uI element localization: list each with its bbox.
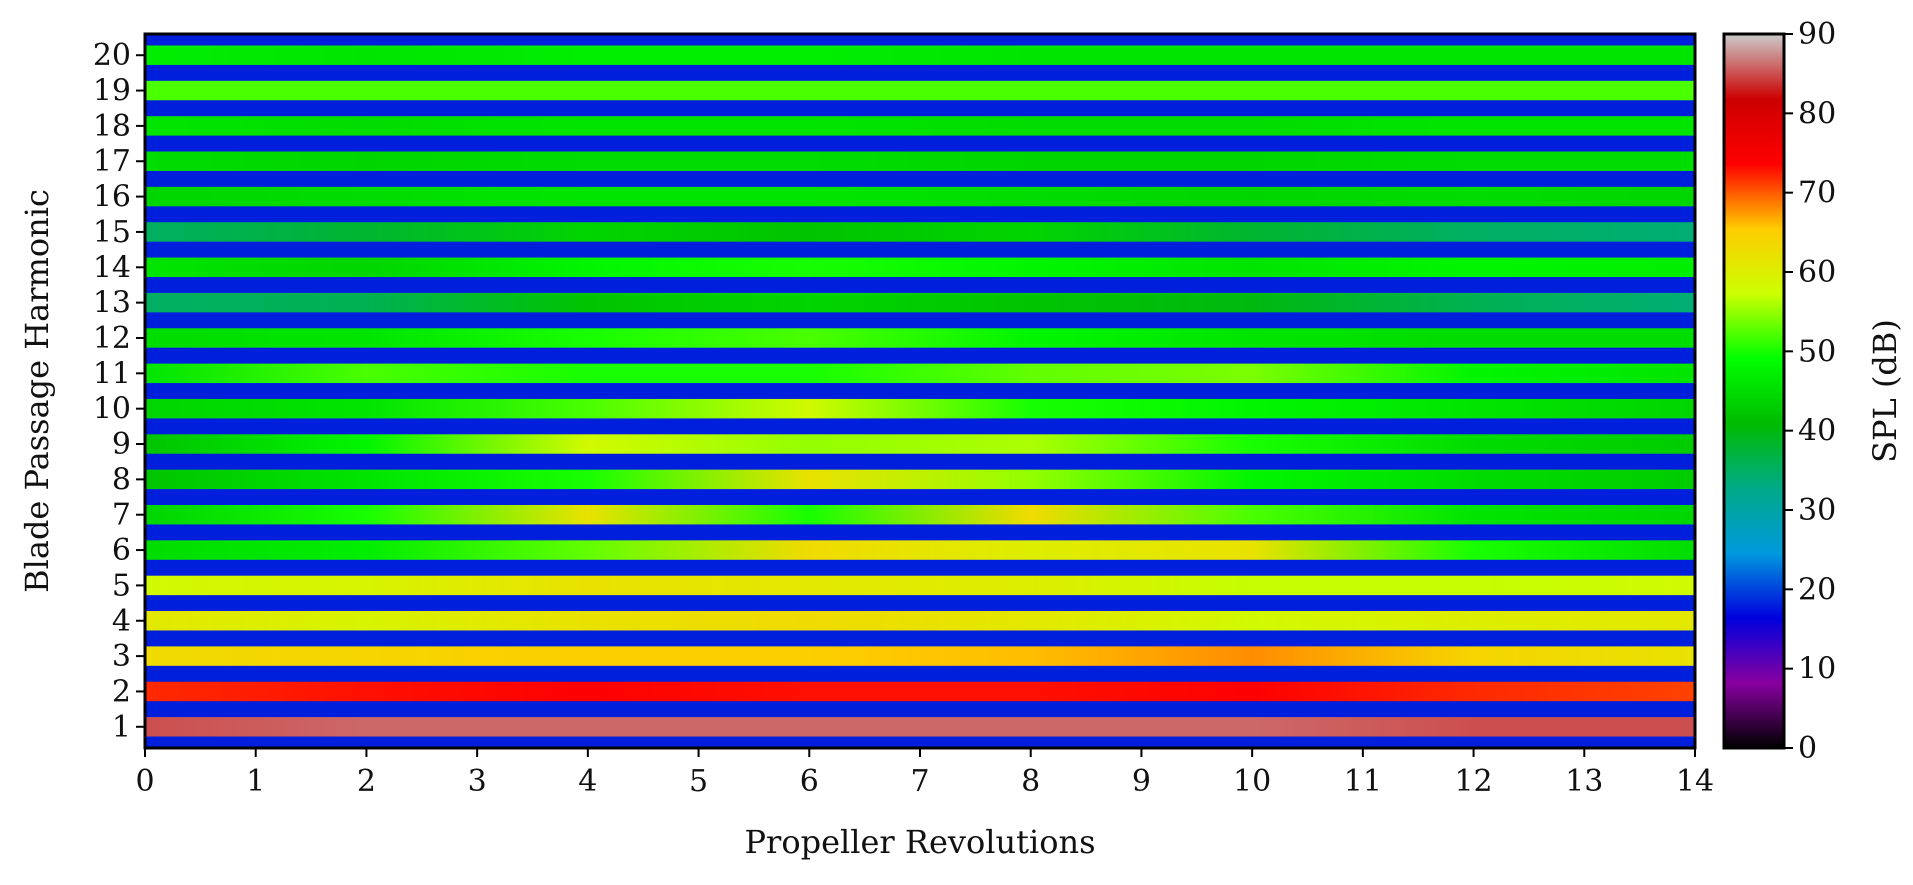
- harmonic-band-13: [145, 292, 1695, 313]
- harmonic-band-2: [145, 681, 1695, 702]
- harmonic-band-8: [145, 469, 1695, 490]
- x-axis-ticks: 0 1 2 3 4 5 6 7 8 9 10 11 12 13 14: [135, 748, 1714, 799]
- colorbar-tick-label: 50: [1798, 334, 1836, 369]
- harmonic-band-1: [145, 717, 1695, 737]
- y-tick-label: 9: [112, 427, 131, 462]
- x-tick-label: 0: [135, 764, 154, 799]
- y-tick-label: 3: [112, 639, 131, 674]
- harmonic-band-3: [145, 646, 1695, 666]
- colorbar-label: SPL (dB): [1866, 319, 1904, 463]
- harmonic-band-4: [145, 611, 1695, 631]
- x-tick-label: 3: [468, 764, 487, 799]
- x-tick-label: 1: [246, 764, 265, 799]
- harmonic-band-10: [145, 398, 1695, 419]
- x-tick-label: 11: [1344, 764, 1382, 799]
- x-tick-label: 14: [1676, 764, 1714, 799]
- harmonic-band-18: [145, 116, 1695, 136]
- y-tick-label: 5: [112, 568, 131, 603]
- x-tick-label: 10: [1233, 764, 1271, 799]
- x-tick-label: 6: [800, 764, 819, 799]
- colorbar-tick-label: 90: [1798, 17, 1836, 52]
- colorbar-tick-label: 30: [1798, 493, 1836, 528]
- colorbar-ticks: 0 10 20 30 40 50 60 70 80 90: [1784, 17, 1836, 766]
- y-tick-label: 13: [93, 286, 131, 321]
- y-tick-label: 18: [93, 109, 131, 144]
- colorbar-tick-label: 60: [1798, 255, 1836, 290]
- y-tick-label: 20: [93, 38, 131, 73]
- x-tick-label: 12: [1454, 764, 1492, 799]
- colorbar-tick-label: 20: [1798, 572, 1836, 607]
- colorbar-tick-label: 80: [1798, 96, 1836, 131]
- harmonic-band-11: [145, 363, 1695, 384]
- x-tick-label: 9: [1132, 764, 1151, 799]
- y-tick-label: 19: [93, 74, 131, 109]
- harmonic-band-20: [145, 45, 1695, 65]
- y-tick-label: 15: [93, 215, 131, 250]
- harmonic-band-9: [145, 434, 1695, 454]
- harmonic-band-16: [145, 186, 1695, 207]
- harmonic-band-19: [145, 80, 1695, 101]
- x-axis-label: Propeller Revolutions: [745, 823, 1096, 861]
- x-tick-label: 2: [357, 764, 376, 799]
- x-tick-label: 5: [689, 764, 708, 799]
- colorbar-tick-label: 10: [1798, 652, 1836, 687]
- colorbar: [1722, 32, 1786, 750]
- harmonic-band-5: [145, 575, 1695, 596]
- y-axis-label: Blade Passage Harmonic: [18, 189, 56, 593]
- y-tick-label: 16: [93, 180, 131, 215]
- colorbar-tick-label: 70: [1798, 176, 1836, 211]
- x-tick-label: 4: [578, 764, 597, 799]
- y-tick-label: 1: [112, 710, 131, 745]
- y-tick-label: 2: [112, 674, 131, 709]
- y-tick-label: 10: [93, 392, 131, 427]
- colorbar-tick-label: 40: [1798, 414, 1836, 449]
- harmonic-band-15: [145, 222, 1695, 242]
- heatmap-plot-area: [145, 34, 1695, 748]
- harmonic-band-17: [145, 151, 1695, 171]
- harmonic-band-14: [145, 257, 1695, 278]
- y-tick-label: 4: [112, 604, 131, 639]
- harmonic-band-6: [145, 540, 1695, 560]
- x-tick-label: 7: [910, 764, 929, 799]
- y-tick-label: 11: [93, 356, 131, 391]
- harmonic-band-7: [145, 504, 1695, 525]
- x-tick-label: 8: [1021, 764, 1040, 799]
- y-tick-label: 6: [112, 533, 131, 568]
- x-tick-label: 13: [1565, 764, 1603, 799]
- y-tick-label: 17: [93, 144, 131, 179]
- harmonic-band-12: [145, 328, 1695, 348]
- y-tick-label: 12: [93, 321, 131, 356]
- y-tick-label: 14: [93, 250, 131, 285]
- colorbar-tick-label: 0: [1798, 731, 1817, 766]
- y-tick-label: 7: [112, 498, 131, 533]
- y-tick-label: 8: [112, 462, 131, 497]
